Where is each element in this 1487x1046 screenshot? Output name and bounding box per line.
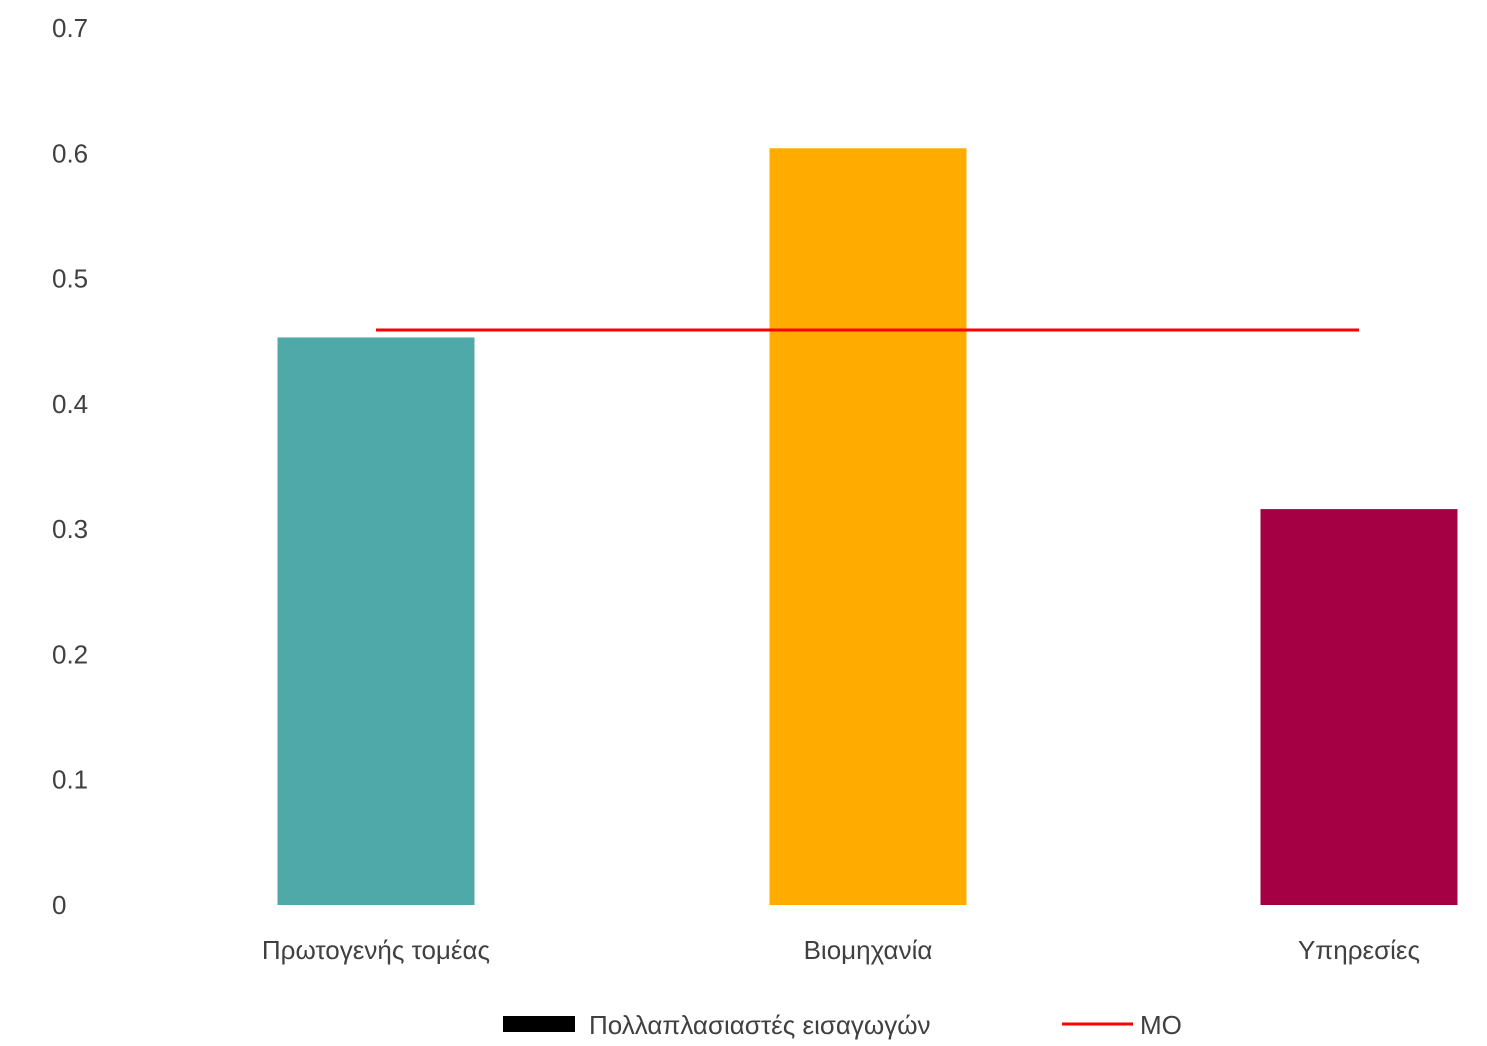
legend-item-average[interactable]: ΜΟ xyxy=(1062,1010,1182,1040)
y-tick-label: 0.5 xyxy=(52,264,88,294)
legend-label-average: ΜΟ xyxy=(1140,1010,1182,1040)
y-axis: 0 0.1 0.2 0.3 0.4 0.5 0.6 0.7 xyxy=(52,13,88,920)
legend-label-bars: Πολλαπλασιαστές εισαγωγών xyxy=(589,1010,931,1040)
y-tick-label: 0 xyxy=(52,890,66,920)
bars xyxy=(277,148,1458,906)
y-tick-label: 0.4 xyxy=(52,389,88,419)
legend: Πολλαπλασιαστές εισαγωγών ΜΟ xyxy=(503,1010,1182,1040)
x-tick-label: Βιομηχανία xyxy=(804,935,933,965)
legend-swatch-bars xyxy=(503,1016,575,1032)
x-axis: Πρωτογενής τομέας Βιομηχανία Υπηρεσίες xyxy=(262,935,1420,965)
y-tick-label: 0.2 xyxy=(52,639,88,669)
x-tick-label: Πρωτογενής τομέας xyxy=(262,935,490,965)
bar-3[interactable] xyxy=(1260,509,1458,905)
y-tick-label: 0.3 xyxy=(52,514,88,544)
bar-2[interactable] xyxy=(769,148,967,905)
legend-item-bars[interactable]: Πολλαπλασιαστές εισαγωγών xyxy=(503,1010,931,1040)
y-tick-label: 0.7 xyxy=(52,13,88,43)
y-tick-label: 0.1 xyxy=(52,765,88,795)
bar-1[interactable] xyxy=(277,337,475,906)
x-tick-label: Υπηρεσίες xyxy=(1298,935,1420,965)
y-tick-label: 0.6 xyxy=(52,138,88,168)
